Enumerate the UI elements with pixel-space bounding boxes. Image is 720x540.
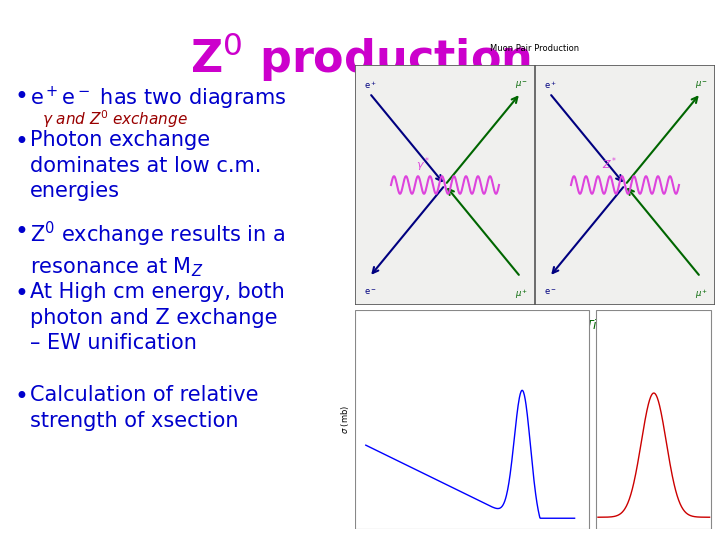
Text: Z$^*$: Z$^*$: [602, 156, 617, 172]
Text: Z$^0$ production: Z$^0$ production: [189, 30, 531, 84]
Text: •: •: [15, 85, 29, 109]
Text: $\mu^-$: $\mu^-$: [696, 79, 708, 91]
Text: Muon Pair Production: Muon Pair Production: [490, 44, 580, 53]
Text: •: •: [15, 282, 29, 306]
Text: At High cm energy, both
photon and Z exchange
– EW unification: At High cm energy, both photon and Z exc…: [30, 282, 284, 353]
Text: $\mu^-$: $\mu^-$: [516, 79, 528, 91]
Text: $\gamma$ and Z$^0$ exchange: $\gamma$ and Z$^0$ exchange: [42, 108, 188, 130]
Text: •: •: [15, 220, 29, 244]
Text: •: •: [15, 130, 29, 154]
Text: •: •: [15, 385, 29, 409]
Bar: [596, 310, 711, 529]
Text: Photon exchange
dominates at low c.m.
energies: Photon exchange dominates at low c.m. en…: [30, 130, 261, 201]
Text: $\it{Time}$: $\it{Time}$: [585, 318, 618, 332]
Text: e$^+$: e$^+$: [544, 79, 557, 91]
Text: $\mu^+$: $\mu^+$: [696, 287, 708, 301]
Text: $\mu^+$: $\mu^+$: [516, 287, 528, 301]
Text: Calculation of relative
strength of xsection: Calculation of relative strength of xsec…: [30, 385, 258, 430]
Text: $\gamma^*$: $\gamma^*$: [416, 156, 431, 174]
Text: e$^-$: e$^-$: [364, 287, 377, 296]
Text: Z$^0$ exchange results in a
resonance at M$_Z$: Z$^0$ exchange results in a resonance at…: [30, 220, 285, 279]
Text: $\sigma$ (mb): $\sigma$ (mb): [339, 405, 351, 434]
Text: e$^+$: e$^+$: [364, 79, 377, 91]
Text: e$^+$e$^-$ has two diagrams: e$^+$e$^-$ has two diagrams: [30, 85, 287, 112]
Text: e$^-$: e$^-$: [544, 287, 557, 296]
Bar: [355, 310, 589, 529]
